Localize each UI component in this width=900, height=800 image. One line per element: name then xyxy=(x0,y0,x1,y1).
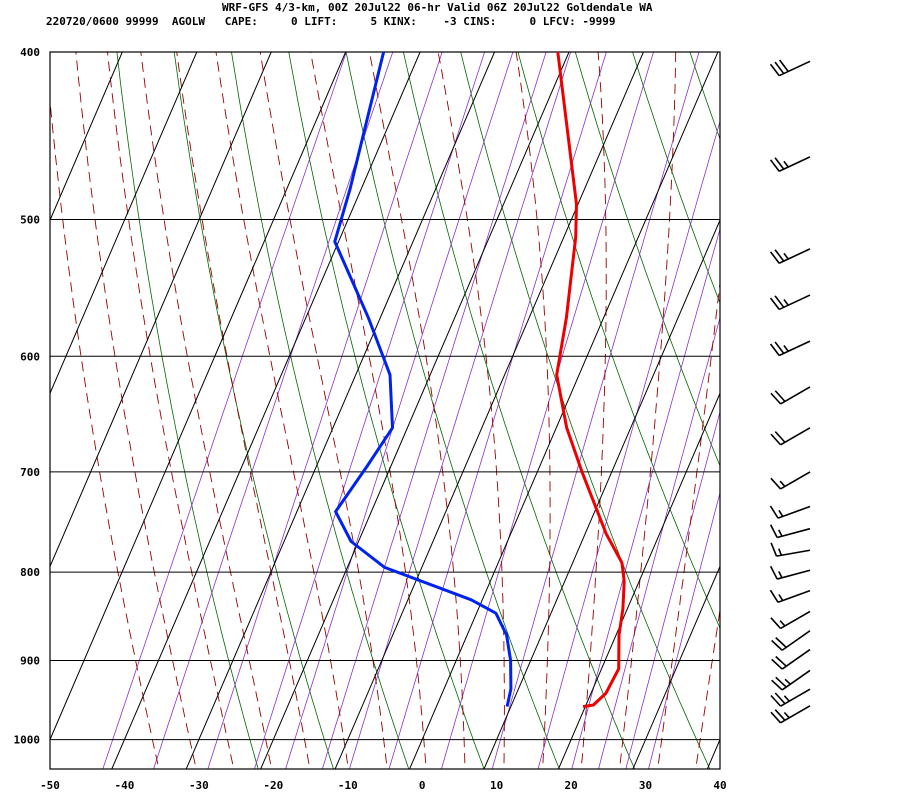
wind-barb xyxy=(770,705,811,724)
dewpoint-profile xyxy=(333,52,513,707)
axis-tick-labels: 400 500 600 700 800 900 1000 -50 -40 -30 -20 -10 0 10… xyxy=(14,46,727,792)
isotherm-gridline xyxy=(334,52,644,769)
wind-barb xyxy=(770,427,811,446)
mixing-ratio-line xyxy=(648,491,720,769)
plot-frame xyxy=(49,51,721,770)
mixing-ratio-line xyxy=(153,52,394,769)
moist-adiabat-line xyxy=(259,52,388,769)
x-tick-label: -40 xyxy=(115,779,135,792)
moist-adiabat-line xyxy=(619,52,677,769)
y-tick-label: 700 xyxy=(20,466,40,479)
y-tick-label: 1000 xyxy=(14,734,41,747)
isotherm-gridline xyxy=(185,52,496,769)
wind-barb xyxy=(769,156,811,172)
y-tick-label: 600 xyxy=(20,350,40,363)
grid xyxy=(49,51,721,770)
isotherm-gridline xyxy=(50,52,347,741)
wind-barb xyxy=(770,471,811,490)
moist-adiabat-line xyxy=(695,607,720,769)
wind-barb xyxy=(771,630,811,651)
mixing-ratio-line xyxy=(253,52,486,769)
x-tick-label: 0 xyxy=(419,779,426,792)
y-tick-label: 900 xyxy=(20,655,40,668)
moist-adiabat-line xyxy=(75,52,197,769)
chart-title: WRF-GFS 4/3-km, 00Z 20Jul22 06-hr Valid … xyxy=(222,1,653,14)
wind-barb xyxy=(770,542,811,557)
x-tick-label: -30 xyxy=(189,779,209,792)
isotherm-gridline xyxy=(50,52,198,395)
y-tick-label: 400 xyxy=(20,46,40,59)
mixing-ratio-line xyxy=(571,227,720,769)
moist-adiabat-line xyxy=(107,52,235,769)
x-tick-label: -20 xyxy=(263,779,283,792)
wind-barb xyxy=(769,565,811,580)
moist-adiabat-line xyxy=(215,52,349,769)
mixing-ratio-line xyxy=(207,52,443,769)
temperature-profile xyxy=(555,52,626,709)
wind-barb xyxy=(771,648,811,670)
moist-adiabat-line xyxy=(437,52,505,769)
x-tick-label: -50 xyxy=(40,779,60,792)
x-tick-label: 30 xyxy=(639,779,652,792)
isotherm-gridline xyxy=(111,52,421,769)
isotherm-gridline xyxy=(260,52,570,769)
dry-adiabat-line xyxy=(847,14,900,800)
isotherm-gridline xyxy=(483,218,720,769)
mixing-ratio-line xyxy=(625,410,720,769)
wind-barb xyxy=(769,248,811,264)
moist-adiabat-line xyxy=(657,279,720,769)
mixing-ratio-line xyxy=(598,316,720,769)
dry-adiabat-line xyxy=(460,52,711,769)
sounding-profiles xyxy=(333,52,626,709)
x-tick-label: 40 xyxy=(713,779,726,792)
moist-adiabat-line xyxy=(140,52,273,769)
dry-adiabat-line xyxy=(734,14,900,800)
wind-barb xyxy=(769,589,811,604)
wind-barb xyxy=(769,340,811,357)
isotherm-gridline xyxy=(632,565,720,769)
wind-barb xyxy=(770,386,811,405)
x-tick-label: 10 xyxy=(490,779,503,792)
y-tick-label: 800 xyxy=(20,566,40,579)
wind-barb xyxy=(770,610,811,630)
dry-adiabat-line xyxy=(231,52,410,769)
isotherm-gridline xyxy=(557,392,720,769)
dry-adiabat-line xyxy=(632,52,720,305)
x-tick-label: 20 xyxy=(564,779,577,792)
moist-adiabat-line xyxy=(369,52,466,769)
mixing-ratio-line xyxy=(348,52,572,769)
y-tick-label: 500 xyxy=(20,213,40,226)
wind-barb xyxy=(770,688,811,707)
wind-barb xyxy=(769,59,811,77)
dry-adiabat-line xyxy=(790,14,900,800)
wind-barb xyxy=(769,505,811,519)
moist-adiabat-line xyxy=(176,52,311,769)
mixing-ratio-lines xyxy=(102,52,720,769)
stability-indices-line: 220720/0600 99999 AGOLW CAPE: 0 LIFT: 5 … xyxy=(46,15,616,28)
wind-barbs xyxy=(769,59,811,724)
isotherm-gridline xyxy=(50,52,123,222)
moist-adiabat-line xyxy=(727,14,864,800)
isotherm-gridline xyxy=(50,52,272,568)
wind-barb xyxy=(769,524,811,539)
dry-adiabat-line xyxy=(116,52,259,769)
mixing-ratio-line xyxy=(388,52,607,769)
moist-adiabat-line xyxy=(515,52,551,769)
mixing-ratio-line xyxy=(285,52,514,769)
dry-adiabat-line xyxy=(173,52,334,769)
x-tick-label: -10 xyxy=(338,779,358,792)
mixing-ratio-line xyxy=(440,52,654,769)
wind-barb xyxy=(771,669,811,691)
wind-barb xyxy=(769,294,811,311)
dry-adiabat-line xyxy=(517,52,720,630)
dry-adiabat-line xyxy=(345,52,560,769)
